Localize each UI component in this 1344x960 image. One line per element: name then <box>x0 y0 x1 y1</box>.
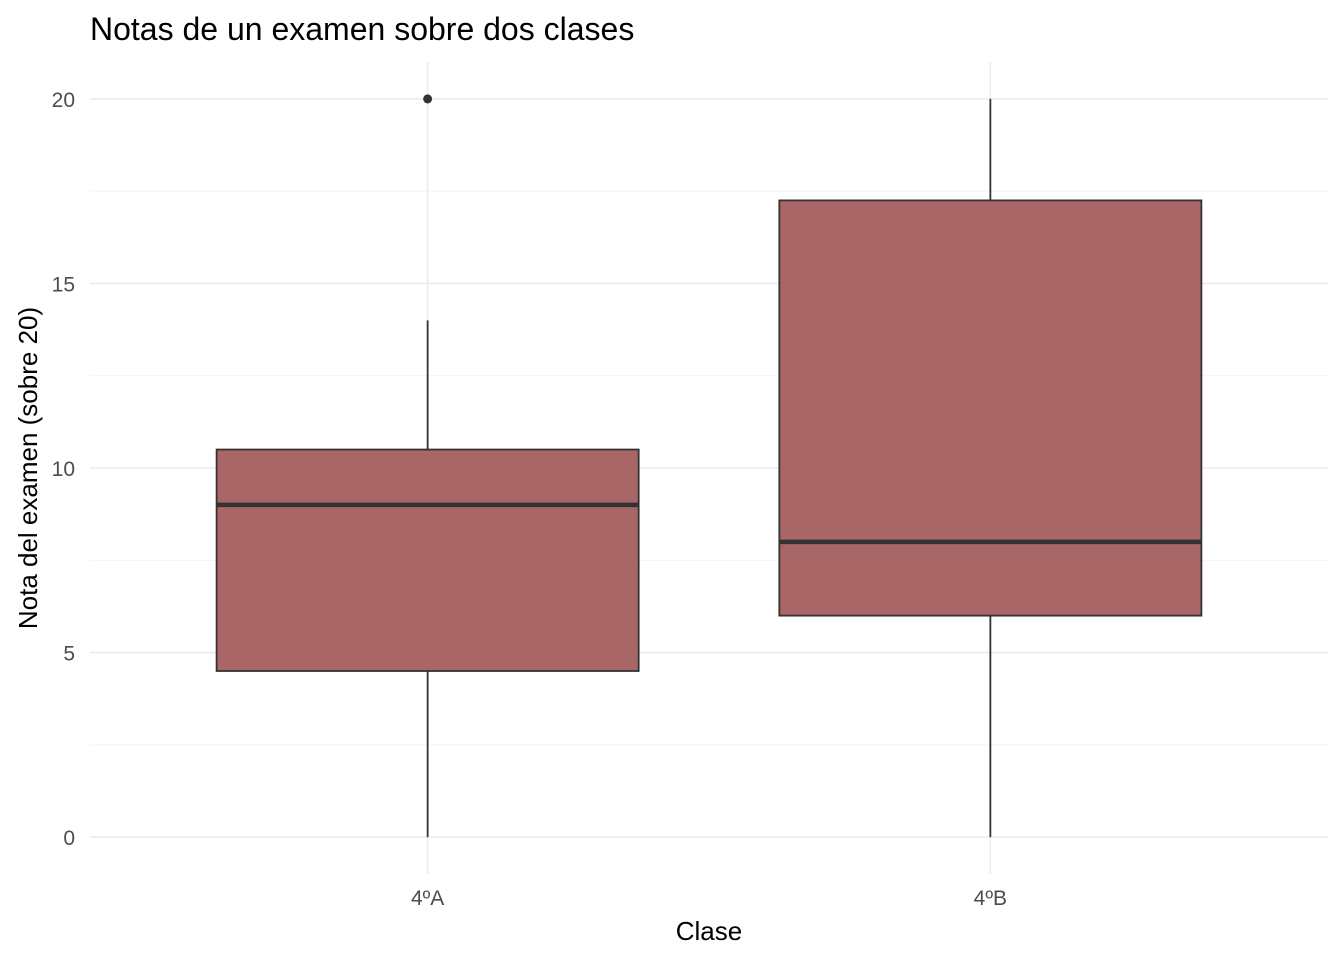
box-group <box>215 94 640 838</box>
x-axis-title: Clase <box>676 916 742 946</box>
y-axis-ticks: 0 5 10 15 20 <box>52 89 75 850</box>
chart-title: Notas de un examen sobre dos clases <box>90 11 634 47</box>
y-tick-label: 20 <box>52 89 75 112</box>
x-tick-label: 4ºB <box>974 887 1007 910</box>
box-iqr <box>215 448 640 672</box>
y-tick-label: 15 <box>52 273 75 296</box>
boxes <box>215 94 1203 838</box>
outlier-point <box>423 94 433 104</box>
y-tick-label: 10 <box>52 458 75 481</box>
y-tick-label: 5 <box>63 643 75 666</box>
x-axis-ticks: 4ºA 4ºB <box>411 887 1007 910</box>
box-iqr <box>778 199 1203 617</box>
y-axis-title: Nota del examen (sobre 20) <box>13 307 43 629</box>
x-tick-label: 4ºA <box>411 887 444 910</box>
box-group <box>778 98 1203 838</box>
y-tick-label: 0 <box>63 827 75 850</box>
